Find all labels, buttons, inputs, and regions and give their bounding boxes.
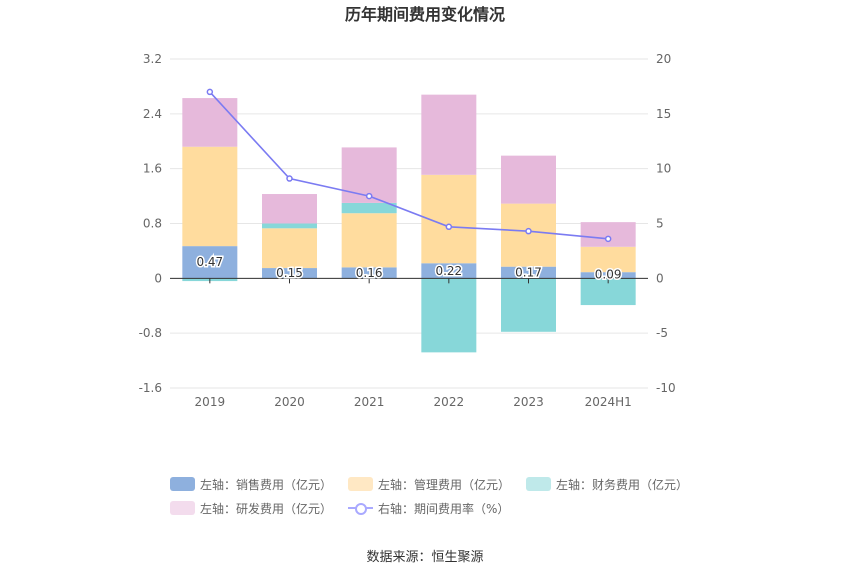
legend: 左轴：销售费用（亿元） 左轴：管理费用（亿元） 左轴：财务费用（亿元） 左轴：研…	[170, 472, 690, 520]
rate-point	[525, 227, 532, 235]
bar-segment	[182, 246, 238, 279]
rate-point	[286, 175, 293, 182]
legend-label-rate: 右轴：期间费用率（%）	[378, 501, 510, 516]
legend-label-admin: 左轴：管理费用（亿元）	[378, 477, 511, 492]
legend-row-2: 左轴：研发费用（亿元） 右轴：期间费用率（%）	[170, 496, 690, 520]
rate-point	[604, 235, 612, 243]
right-axis-tick-label: -5	[656, 326, 668, 340]
right-axis-tick-label: 10	[656, 162, 671, 176]
legend-label-sales: 左轴：销售费用（亿元）	[200, 477, 333, 492]
rate-line	[209, 91, 609, 240]
bar-segment	[580, 246, 636, 273]
rate-point	[445, 223, 453, 231]
bar-segment	[501, 278, 556, 332]
legend-swatch-finance	[526, 477, 552, 491]
legend-item-rate[interactable]: 右轴：期间费用率（%）	[348, 500, 509, 517]
x-axis-tick-label: 2022	[434, 395, 465, 409]
legend-item-sales[interactable]: 左轴：销售费用（亿元）	[170, 476, 332, 493]
legend-label-rd: 左轴：研发费用（亿元）	[200, 501, 333, 516]
tick-layer: 3.2 20 2.4 15 1.6 10 0.8 5 0 0 -0.8 -5 -1.6 -10 2019 20…	[139, 52, 676, 409]
legend-label-finance: 左轴：财务费用（亿元）	[556, 477, 689, 492]
bar-segment	[421, 278, 477, 353]
right-axis-tick-label: 15	[656, 107, 671, 121]
right-axis-tick-label: 0	[656, 271, 664, 285]
bar-segment	[341, 202, 397, 214]
sales-data-label: 0.15	[276, 266, 303, 280]
bar-segment	[501, 203, 556, 267]
sales-data-label: 0.47	[196, 255, 223, 269]
x-axis-tick-label: 2019	[195, 395, 226, 409]
bar-segment	[341, 267, 397, 279]
data-label-layer: 0.47 0.15 0.16 0.22 0.17 0.09	[195, 254, 623, 283]
chart-title: 历年期间费用变化情况	[345, 5, 505, 24]
legend-item-admin[interactable]: 左轴：管理费用（亿元）	[348, 476, 510, 493]
bar-segment	[501, 155, 556, 204]
legend-item-rd[interactable]: 左轴：研发费用（亿元）	[170, 500, 332, 517]
bar-segment	[262, 223, 317, 229]
zero-axis	[170, 277, 648, 284]
sales-data-label: 0.16	[356, 266, 383, 280]
rate-point	[365, 192, 373, 200]
left-axis-tick-label: -1.6	[139, 381, 162, 395]
bar-segment	[580, 222, 636, 247]
data-source: 数据来源：恒生聚源	[366, 550, 484, 565]
rate-point	[206, 88, 214, 96]
left-axis-tick-label: 0	[154, 271, 162, 285]
right-axis-tick-label: 20	[656, 52, 671, 66]
line-layer	[206, 88, 612, 243]
sales-data-label: 0.22	[435, 264, 462, 278]
bar-segment	[262, 268, 317, 279]
bar-segment	[262, 228, 317, 269]
bar-segment	[182, 98, 238, 147]
x-axis-tick-label: 2024H1	[585, 395, 632, 409]
bar-segment	[421, 263, 477, 279]
legend-row-1: 左轴：销售费用（亿元） 左轴：管理费用（亿元） 左轴：财务费用（亿元）	[170, 472, 690, 496]
bar-layer	[182, 94, 636, 353]
legend-swatch-sales	[170, 477, 195, 491]
bar-segment	[421, 94, 477, 175]
legend-swatch-rd	[170, 501, 195, 515]
bar-segment	[501, 266, 556, 279]
legend-swatch-admin	[348, 477, 374, 491]
left-axis-tick-label: 3.2	[143, 52, 162, 66]
bar-segment	[262, 194, 317, 224]
x-axis-tick-label: 2021	[354, 395, 385, 409]
left-axis-tick-label: -0.8	[139, 326, 162, 340]
grid-lines	[170, 58, 648, 389]
right-axis-tick-label: -10	[656, 381, 676, 395]
left-axis-tick-label: 1.6	[143, 162, 162, 176]
legend-swatch-rate	[348, 501, 374, 515]
left-axis-tick-label: 0.8	[143, 217, 162, 231]
bar-segment	[182, 146, 238, 247]
sales-data-label: 0.09	[595, 267, 622, 281]
legend-item-finance[interactable]: 左轴：财务费用（亿元）	[526, 476, 688, 493]
sales-data-label: 0.17	[515, 266, 542, 280]
left-axis-tick-label: 2.4	[143, 107, 162, 121]
bar-segment	[341, 213, 397, 268]
bar-segment	[580, 272, 636, 279]
x-axis-tick-label: 2020	[274, 395, 305, 409]
right-axis-tick-label: 5	[656, 217, 664, 231]
x-axis-tick-label: 2023	[513, 395, 544, 409]
